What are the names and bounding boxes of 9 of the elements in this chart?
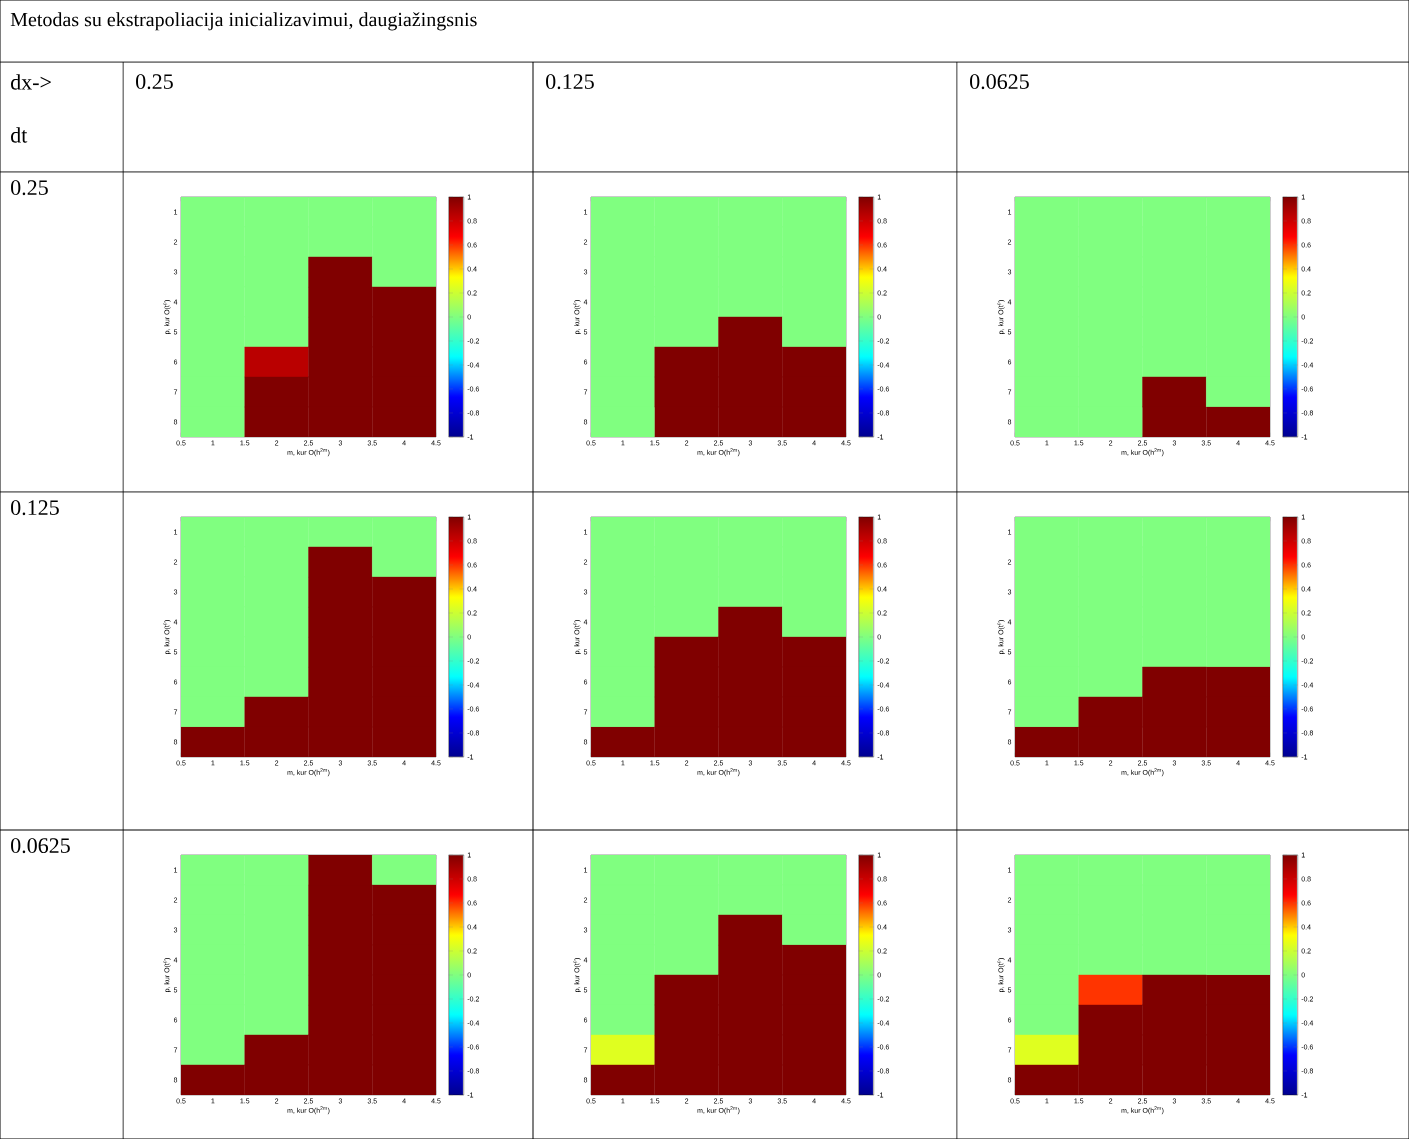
- text: 0.125: [546, 74, 594, 90]
- text: 0.25: [11, 180, 48, 196]
- text: 0.125: [11, 500, 59, 516]
- text: Metodas su ekstrapoliacija inicializavimui, daugiažingsnis: [10, 12, 477, 31]
- text: 0.25: [136, 74, 173, 90]
- text: 0.0625: [970, 74, 1029, 90]
- text: 0.0625: [11, 838, 70, 854]
- text: dx->: [11, 74, 51, 90]
- text: dt: [11, 127, 28, 143]
